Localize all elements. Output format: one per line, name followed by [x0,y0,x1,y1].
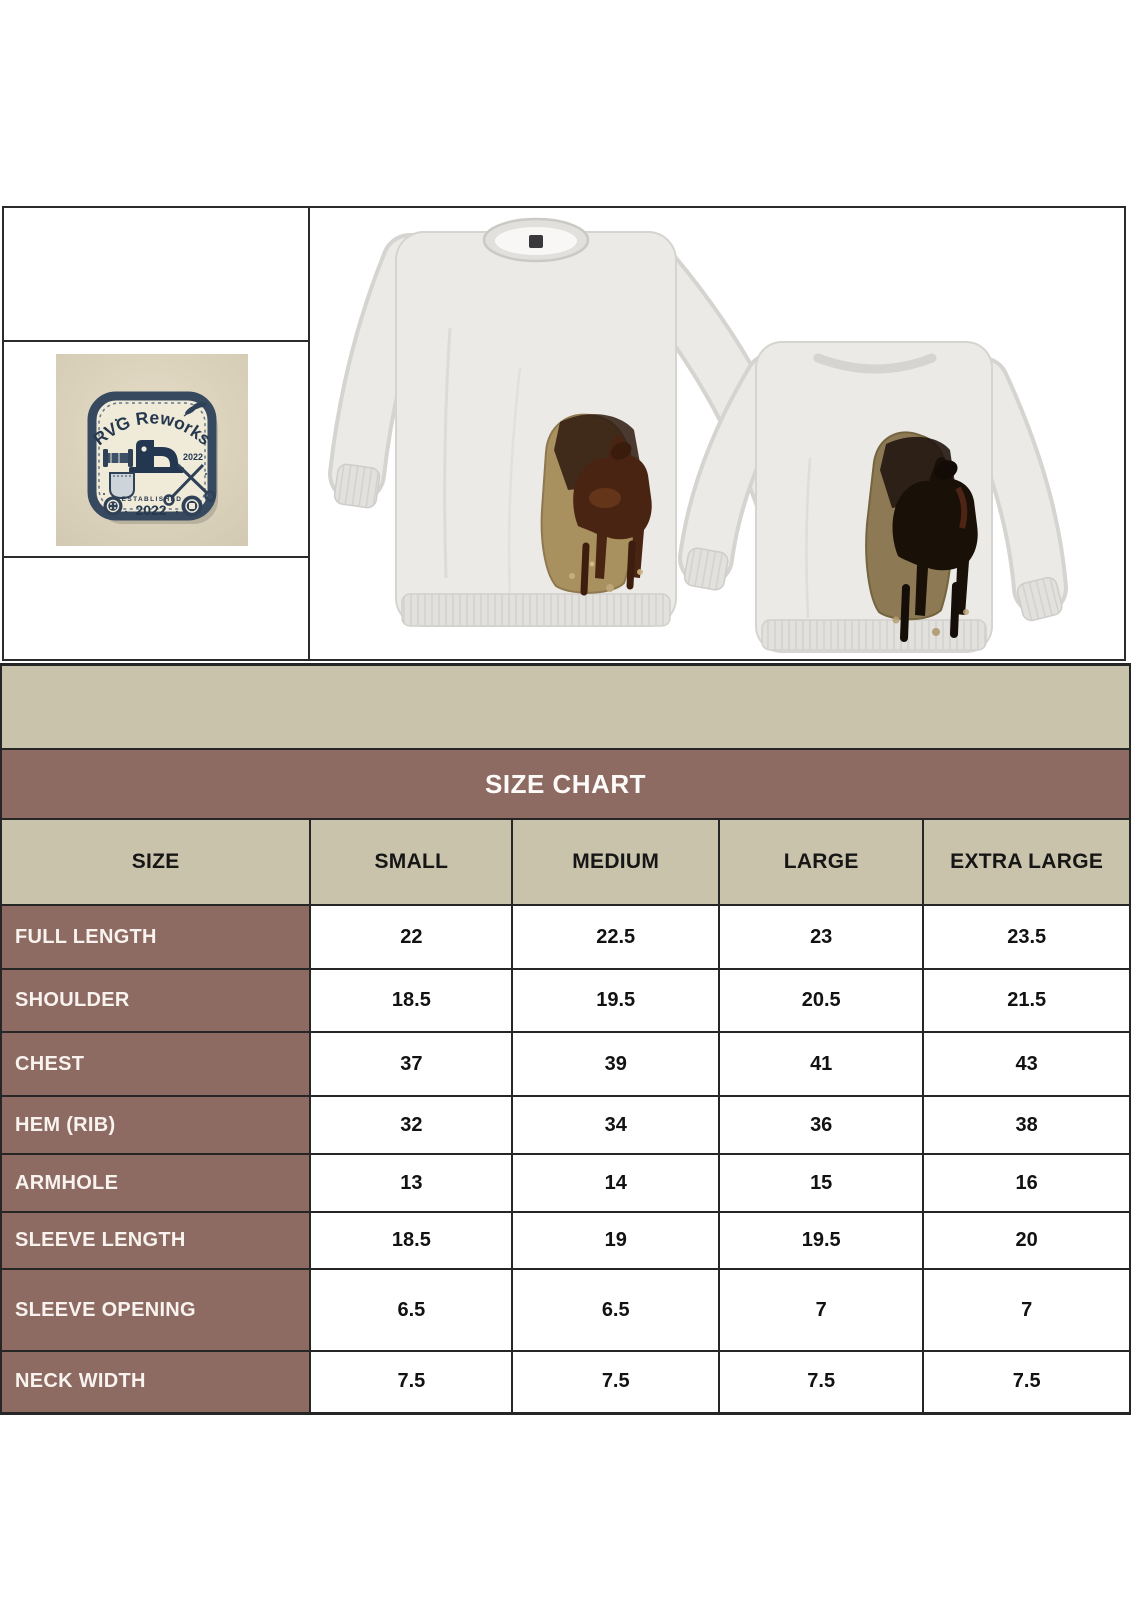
table-row: FULL LENGTH 22 22.5 23 23.5 [0,904,1131,970]
stitch-border [98,402,206,510]
column-header-size: SIZE [0,818,312,906]
beige-spacer-band [0,663,1131,748]
column-header: SMALL [309,818,514,906]
size-value-cell: 43 [922,1031,1131,1097]
year-badge-text: 2022 [183,452,203,462]
sweatshirt-photos-svg [328,217,1068,653]
size-table: SIZE SMALL MEDIUM LARGE EXTRA LARGE FULL LEN… [0,818,1131,1415]
size-value-cell: 20 [922,1211,1131,1270]
row-label: SLEEVE LENGTH [0,1211,312,1270]
size-value-cell: 22.5 [511,904,721,970]
size-value-cell: 16 [922,1153,1131,1213]
column-header: LARGE [718,818,925,906]
size-value-cell: 7 [922,1268,1131,1352]
row-label: SHOULDER [0,968,312,1033]
photo-section: RVG Reworks 2022 [2,206,1126,661]
table-row: HEM (RIB) 32 34 36 38 [0,1095,1131,1155]
size-value-cell: 36 [718,1095,925,1155]
size-value-cell: 19.5 [718,1211,925,1270]
row-label: SLEEVE OPENING [0,1268,312,1352]
established-label-text: ESTABLISHED [122,496,183,503]
size-table-header-row: SIZE SMALL MEDIUM LARGE EXTRA LARGE [0,818,1131,906]
size-value-cell: 14 [511,1153,721,1213]
size-value-cell: 34 [511,1095,721,1155]
size-value-cell: 13 [309,1153,514,1213]
size-value-cell: 23 [718,904,925,970]
size-chart-title: SIZE CHART [485,768,646,799]
row-label: HEM (RIB) [0,1095,312,1155]
table-row: SLEEVE OPENING 6.5 6.5 7 7 [0,1268,1131,1352]
table-row: SLEEVE LENGTH 18.5 19 19.5 20 [0,1211,1131,1270]
table-row: SHOULDER 18.5 19.5 20.5 21.5 [0,968,1131,1033]
size-value-cell: 7.5 [309,1350,514,1415]
sewing-machine-icon [129,440,184,473]
left-column: RVG Reworks 2022 [4,208,310,659]
size-value-cell: 19 [511,1211,721,1270]
table-row: NECK WIDTH 7.5 7.5 7.5 7.5 [0,1350,1131,1415]
table-row: ARMHOLE 13 14 15 16 [0,1153,1131,1213]
size-table-body: FULL LENGTH 22 22.5 23 23.5 SHOULDER 18.5 19.5 2… [0,904,1131,1415]
table-row: CHEST 37 39 41 43 [0,1031,1131,1097]
logo-svg: RVG Reworks 2022 [56,354,248,546]
product-photo-box [310,208,1124,659]
size-value-cell: 38 [922,1095,1131,1155]
size-value-cell: 21.5 [922,968,1131,1033]
pocket-icon [109,472,135,500]
size-value-cell: 32 [309,1095,514,1155]
button-icon [103,495,203,517]
size-value-cell: 7.5 [922,1350,1131,1415]
horse-applique [540,413,652,596]
size-value-cell: 6.5 [309,1268,514,1352]
established-year-text: 2022 [135,502,166,518]
size-value-cell: 23.5 [922,904,1131,970]
size-value-cell: 7 [718,1268,925,1352]
size-value-cell: 37 [309,1031,514,1097]
thread-spool-icon [103,449,133,467]
size-value-cell: 7.5 [511,1350,721,1415]
size-value-cell: 6.5 [511,1268,721,1352]
column-header: EXTRA LARGE [922,818,1131,906]
rvg-reworks-patch-icon: RVG Reworks 2022 [56,354,248,546]
size-value-cell: 20.5 [718,968,925,1033]
row-label: NECK WIDTH [0,1350,312,1415]
size-value-cell: 15 [718,1153,925,1213]
horse-applique [865,431,978,642]
size-chart-section: SIZE CHART SIZE SMALL MEDIUM LARGE EXTRA LAR… [0,663,1131,1415]
size-value-cell: 18.5 [309,968,514,1033]
size-value-cell: 22 [309,904,514,970]
size-value-cell: 7.5 [718,1350,925,1415]
row-label: ARMHOLE [0,1153,312,1213]
size-value-cell: 39 [511,1031,721,1097]
size-value-cell: 41 [718,1031,925,1097]
sweatshirt-back-photo [678,341,1068,653]
size-chart-title-band: SIZE CHART [0,748,1131,818]
empty-cell-top [4,208,308,342]
row-label: CHEST [0,1031,312,1097]
column-header: MEDIUM [511,818,721,906]
row-label: FULL LENGTH [0,904,312,970]
scissors-icon [163,463,216,506]
size-value-cell: 18.5 [309,1211,514,1270]
size-value-cell: 19.5 [511,968,721,1033]
empty-cell-bottom [4,558,308,659]
leaf-icon [183,402,207,417]
brand-logo-cell: RVG Reworks 2022 [4,342,308,558]
neck-tag [529,235,543,248]
